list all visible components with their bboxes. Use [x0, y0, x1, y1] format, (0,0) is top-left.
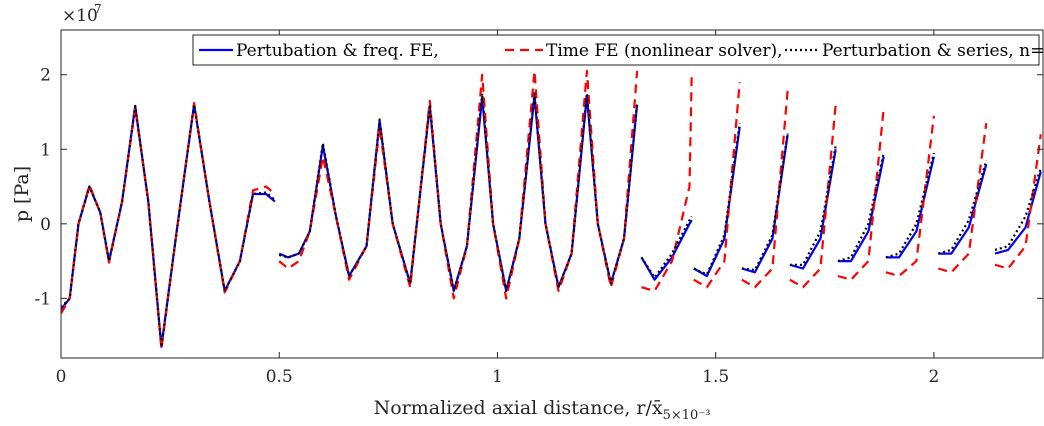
- series-line: [641, 74, 693, 292]
- series-line: [741, 134, 789, 274]
- plot-area: [61, 69, 1042, 351]
- series-dotted: [61, 92, 1042, 348]
- series-line: [994, 171, 1042, 255]
- y-axis: -1 0 1 2: [34, 66, 1043, 309]
- series-line: [640, 215, 693, 279]
- series-line: [61, 102, 276, 351]
- series-line: [61, 103, 276, 348]
- y-exponent-power: 7: [94, 2, 102, 16]
- series-line: [837, 152, 885, 263]
- x-axis-label-subscript: 5×10⁻³: [663, 408, 711, 423]
- series-line: [885, 156, 935, 259]
- x-tick-label: 0: [56, 367, 67, 387]
- x-tick-label: 1: [492, 367, 503, 387]
- series-line: [937, 123, 988, 274]
- y-tick-label: 2: [40, 66, 51, 86]
- series-line: [994, 167, 1042, 251]
- legend: Pertubation & freq. FE, Time FE (nonlinea…: [192, 34, 1044, 66]
- x-axis-label-main: Normalized axial distance, r/x̄: [374, 397, 663, 419]
- series-line: [693, 123, 741, 276]
- legend-label: Perturbation & series, n=50: [822, 41, 1044, 61]
- series-line: [885, 115, 935, 278]
- series-line: [61, 103, 276, 348]
- series-solid: [61, 94, 1042, 348]
- series-line: [693, 126, 741, 278]
- x-axis-label: Normalized axial distance, r/x̄5×10⁻³: [374, 397, 711, 423]
- series-line: [837, 108, 885, 281]
- series-line: [937, 160, 988, 255]
- series-dashed: [61, 69, 1042, 351]
- series-line: [741, 132, 789, 272]
- series-line: [789, 145, 837, 266]
- legend-label: Time FE (nonlinear solver),: [546, 41, 783, 61]
- series-line: [741, 89, 789, 289]
- y-exponent-base: ×10: [62, 6, 98, 26]
- plot-frame: [60, 29, 1044, 359]
- x-tick-label: 0.5: [266, 367, 293, 387]
- y-tick-label: -1: [34, 289, 51, 309]
- x-axis: 0 0.5 1 1.5 2: [56, 30, 939, 387]
- x-tick-label: 2: [928, 367, 939, 387]
- legend-box: [192, 34, 1040, 66]
- series-line: [994, 134, 1042, 270]
- y-axis-label: p [Pa]: [11, 166, 33, 222]
- series-line: [885, 152, 935, 259]
- series-line: [278, 69, 639, 300]
- series-line: [789, 149, 837, 270]
- legend-label: Pertubation & freq. FE,: [236, 41, 439, 61]
- y-exponent: ×10 7: [62, 2, 102, 26]
- y-tick-label: 1: [40, 140, 51, 160]
- series-line: [278, 92, 639, 292]
- x-tick-label: 1.5: [702, 367, 729, 387]
- series-line: [938, 163, 988, 255]
- y-tick-label: 0: [40, 215, 51, 235]
